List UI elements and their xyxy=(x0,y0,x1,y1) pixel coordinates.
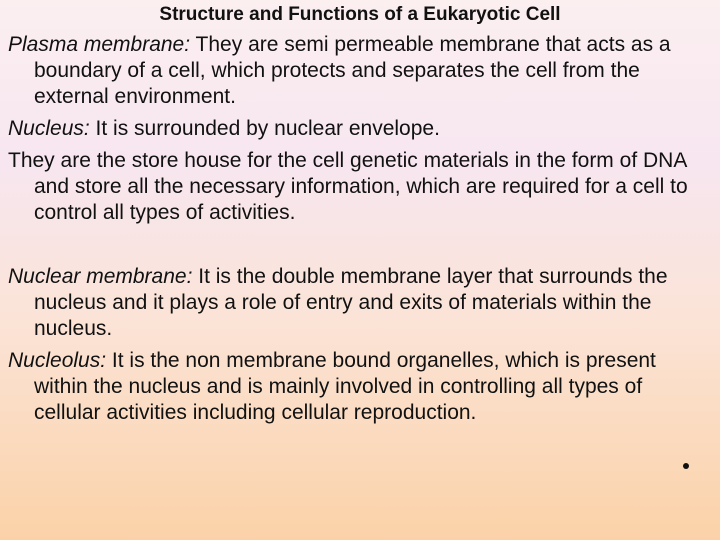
paragraph-text: They are the store house for the cell ge… xyxy=(8,149,688,224)
paragraph: Nucleolus: It is the non membrane bound … xyxy=(8,348,714,426)
paragraph: Nucleus: It is surrounded by nuclear env… xyxy=(8,116,714,142)
term: Nucleolus: xyxy=(8,349,107,372)
paragraph-text: It is the double membrane layer that sur… xyxy=(34,265,668,340)
paragraph-text: It is surrounded by nuclear envelope. xyxy=(95,117,440,140)
slide-body: Plasma membrane: They are semi permeable… xyxy=(8,32,714,432)
paragraph-text: They are semi permeable membrane that ac… xyxy=(34,33,671,108)
bullet xyxy=(683,463,689,469)
term: Nuclear membrane: xyxy=(8,265,193,288)
term: Plasma membrane: xyxy=(8,33,191,56)
term: Nucleus: xyxy=(8,117,90,140)
slide-title: Structure and Functions of a Eukaryotic … xyxy=(159,4,561,25)
paragraph-text: It is the non membrane bound organelles,… xyxy=(34,349,656,424)
paragraph: Plasma membrane: They are semi permeable… xyxy=(8,32,714,110)
paragraph: Nuclear membrane: It is the double membr… xyxy=(8,264,714,342)
paragraph: They are the store house for the cell ge… xyxy=(8,148,714,226)
